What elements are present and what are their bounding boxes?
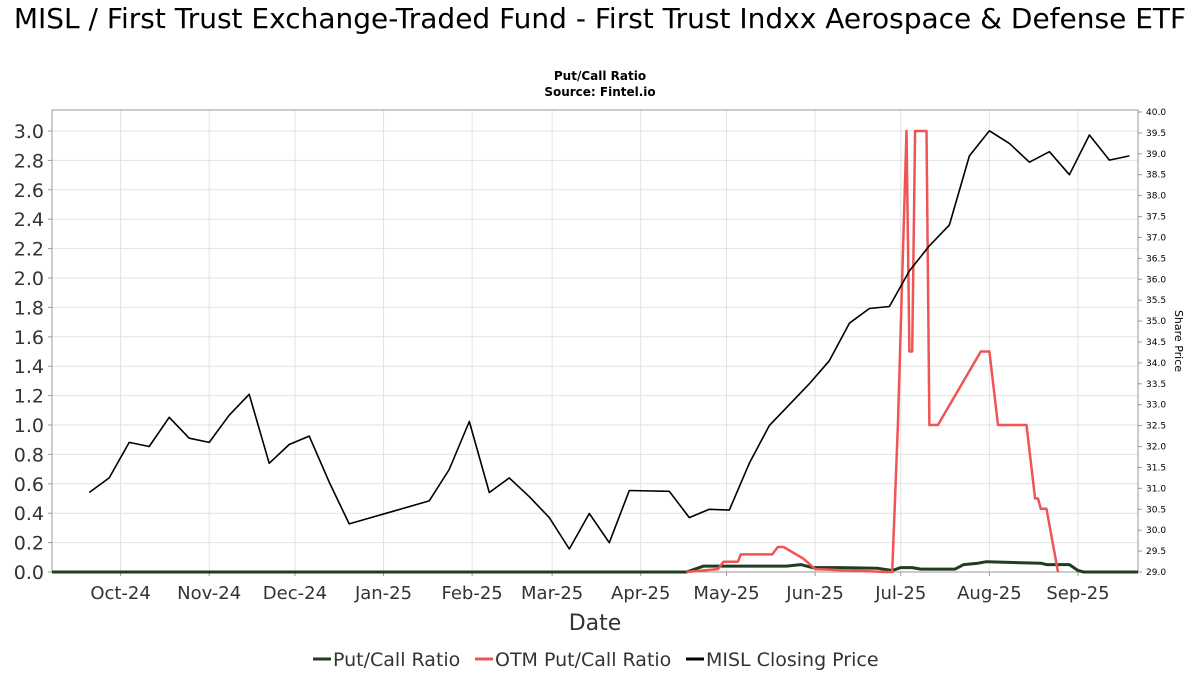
right-tick-label: 37.0 <box>1146 233 1166 243</box>
left-tick-label: 2.8 <box>14 150 44 172</box>
left-tick-label: 0.0 <box>14 562 44 584</box>
x-axis-ticks: Oct-24 Nov-24 Dec-24 Jan-25 Feb-25 Mar-25 Apr-… <box>90 572 1110 604</box>
legend-put-call-ratio-label: Put/Call Ratio <box>333 649 460 671</box>
left-tick-label: 1.8 <box>14 297 44 319</box>
right-tick-label: 32.5 <box>1146 422 1166 432</box>
grid-layer <box>52 110 1138 573</box>
legend-otm-put-call-ratio-label: OTM Put/Call Ratio <box>495 649 671 671</box>
chart-source: Source: Fintel.io <box>544 85 656 99</box>
left-tick-label: 0.2 <box>14 533 44 555</box>
left-tick-label: 0.4 <box>14 503 44 525</box>
right-tick-label: 40.0 <box>1146 108 1166 118</box>
x-tick-label: Jul-25 <box>874 583 926 604</box>
right-tick-label: 31.0 <box>1146 484 1166 494</box>
left-tick-label: 2.6 <box>14 180 44 202</box>
left-tick-label: 3.0 <box>14 121 44 143</box>
chart-subtitle: Put/Call Ratio <box>553 69 647 83</box>
left-tick-label: 2.2 <box>14 239 44 261</box>
legend-misl-closing-price-label: MISL Closing Price <box>706 649 879 671</box>
right-tick-label: 37.5 <box>1146 213 1166 223</box>
right-tick-label: 31.5 <box>1146 463 1166 473</box>
right-tick-label: 36.5 <box>1146 254 1166 264</box>
right-tick-label: 34.0 <box>1146 359 1166 369</box>
legend: Put/Call Ratio OTM Put/Call Ratio MISL Clo… <box>313 649 879 671</box>
right-tick-label: 29.5 <box>1146 547 1166 557</box>
x-tick-label: Aug-25 <box>957 583 1022 604</box>
series-layer <box>52 129 1138 574</box>
right-tick-label: 35.5 <box>1146 296 1166 306</box>
left-tick-label: 1.4 <box>14 356 44 378</box>
x-tick-label: Oct-24 <box>90 583 151 604</box>
right-axis-ticks: 29.0 29.5 30.0 30.5 31.0 31.5 32.0 32.5 33.0 33.5… <box>1138 108 1166 578</box>
x-tick-label: Jan-25 <box>354 583 412 604</box>
right-tick-label: 33.5 <box>1146 380 1166 390</box>
right-tick-label: 38.0 <box>1146 192 1166 202</box>
right-tick-label: 35.0 <box>1146 317 1166 327</box>
right-tick-label: 29.0 <box>1146 568 1166 578</box>
right-tick-label: 30.5 <box>1146 505 1166 515</box>
x-tick-label: Dec-24 <box>263 583 327 604</box>
left-axis-ticks: 0.0 0.2 0.4 0.6 0.8 1.0 1.2 1.4 1.6 1.8 2.0 2.2 2.4 2… <box>14 121 52 584</box>
x-tick-label: Sep-25 <box>1046 583 1109 604</box>
x-tick-label: May-25 <box>693 583 759 604</box>
left-tick-label: 1.0 <box>14 415 44 437</box>
x-tick-label: Feb-25 <box>441 583 502 604</box>
right-axis-title: Share Price <box>1172 310 1185 372</box>
right-tick-label: 33.0 <box>1146 401 1166 411</box>
right-tick-label: 34.5 <box>1146 338 1166 348</box>
left-tick-label: 0.6 <box>14 474 44 496</box>
x-tick-label: Nov-24 <box>177 583 241 604</box>
put-call-ratio-line <box>52 560 1138 574</box>
left-tick-label: 1.6 <box>14 327 44 349</box>
right-tick-label: 39.0 <box>1146 150 1166 160</box>
x-tick-label: Mar-25 <box>521 583 583 604</box>
left-tick-label: 2.4 <box>14 209 44 231</box>
misl-closing-price-line <box>88 130 1130 550</box>
right-tick-label: 36.0 <box>1146 275 1166 285</box>
left-tick-label: 0.8 <box>14 444 44 466</box>
right-tick-label: 30.0 <box>1146 526 1166 536</box>
right-tick-label: 39.5 <box>1146 129 1166 139</box>
right-tick-label: 38.5 <box>1146 171 1166 181</box>
right-tick-label: 32.0 <box>1146 443 1166 453</box>
plot-frame <box>51 109 1139 573</box>
chart-title: MISL / First Trust Exchange-Traded Fund … <box>13 2 1187 35</box>
left-tick-label: 1.2 <box>14 386 44 408</box>
otm-put-call-ratio-line <box>686 129 1060 574</box>
x-tick-label: Jun-25 <box>785 583 844 604</box>
left-tick-label: 2.0 <box>14 268 44 290</box>
x-axis-title: Date <box>569 611 622 636</box>
x-tick-label: Apr-25 <box>611 583 670 604</box>
